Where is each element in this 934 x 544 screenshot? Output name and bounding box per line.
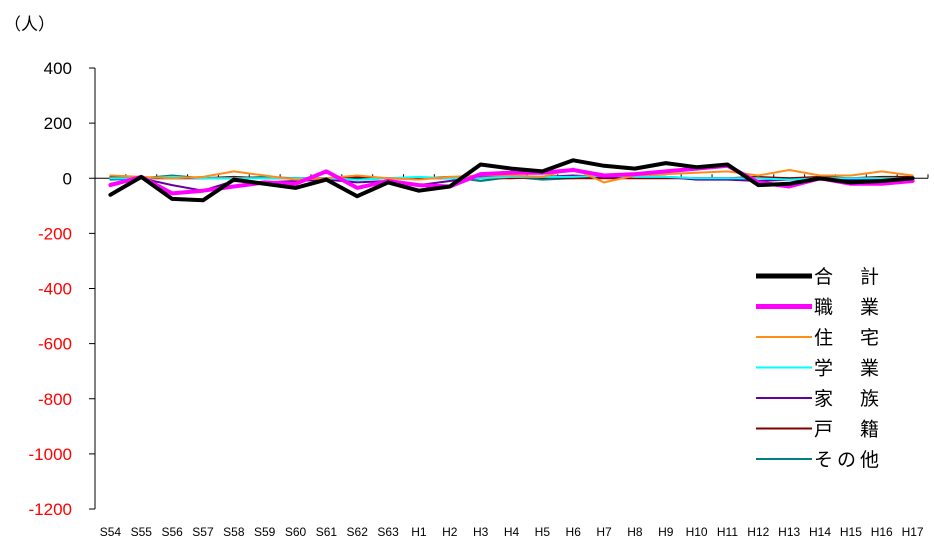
y-tick-label: -1200 [29, 500, 72, 519]
x-tick-label: H5 [535, 525, 551, 539]
x-tick-label: S62 [347, 525, 369, 539]
x-tick-label: H2 [442, 525, 458, 539]
x-tick-label: S57 [192, 525, 214, 539]
x-tick-label: S54 [100, 525, 122, 539]
x-tick-label: H3 [473, 525, 489, 539]
x-tick-label: S55 [131, 525, 153, 539]
x-tick-label: H15 [840, 525, 862, 539]
series-line [109, 167, 914, 184]
y-tick-label: 0 [63, 169, 72, 188]
x-tick-label: S58 [223, 525, 245, 539]
y-axis-unit-label: （人） [4, 15, 55, 35]
x-tick-label: H13 [778, 525, 800, 539]
x-tick-label: H16 [871, 525, 893, 539]
x-tick-label: H1 [411, 525, 427, 539]
x-tick-label: H8 [627, 525, 643, 539]
legend-label: その他 [814, 449, 883, 471]
y-tick-label: -1000 [29, 445, 72, 464]
axes [89, 67, 929, 510]
x-tick-label: S59 [254, 525, 276, 539]
x-tick-label: H14 [809, 525, 831, 539]
y-tick-label: -800 [38, 390, 72, 409]
legend-label: 合 計 [814, 266, 883, 288]
x-tick-label: H17 [902, 525, 924, 539]
series-line [108, 158, 915, 203]
x-tick-label: S61 [316, 525, 338, 539]
series-line [109, 174, 914, 181]
legend-label: 職 業 [814, 297, 883, 319]
series-lines [108, 158, 915, 203]
legend-label: 家 族 [814, 388, 883, 410]
x-tick-label: H12 [747, 525, 769, 539]
y-tick-label: -400 [38, 280, 72, 299]
x-tick-label: H9 [658, 525, 674, 539]
x-tick-label: S56 [161, 525, 183, 539]
x-tick-labels: S54 S55 S56 S57 S58 S59 S60 S61 S62 S63 H1 H2 H3 H4 H5… [100, 525, 924, 539]
y-tick-label: 400 [44, 59, 72, 78]
y-tick-label: 200 [44, 114, 72, 133]
legend-label: 学 業 [814, 358, 883, 380]
x-tick-label: S63 [377, 525, 399, 539]
y-tick-label: -600 [38, 335, 72, 354]
x-tick-label: H11 [717, 525, 738, 539]
x-tick-label: H4 [504, 525, 520, 539]
x-tick-label: H7 [596, 525, 612, 539]
x-tick-label: S60 [285, 525, 307, 539]
y-tick-label: -200 [38, 224, 72, 243]
x-tick-label: H6 [566, 525, 582, 539]
y-tick-labels: 400 200 0 -200 -400 -600 -800 -1000 -1200 [29, 59, 72, 519]
x-tick-label: H10 [686, 525, 708, 539]
legend-label: 戸 籍 [814, 419, 883, 441]
legend-label: 住 宅 [814, 327, 883, 349]
